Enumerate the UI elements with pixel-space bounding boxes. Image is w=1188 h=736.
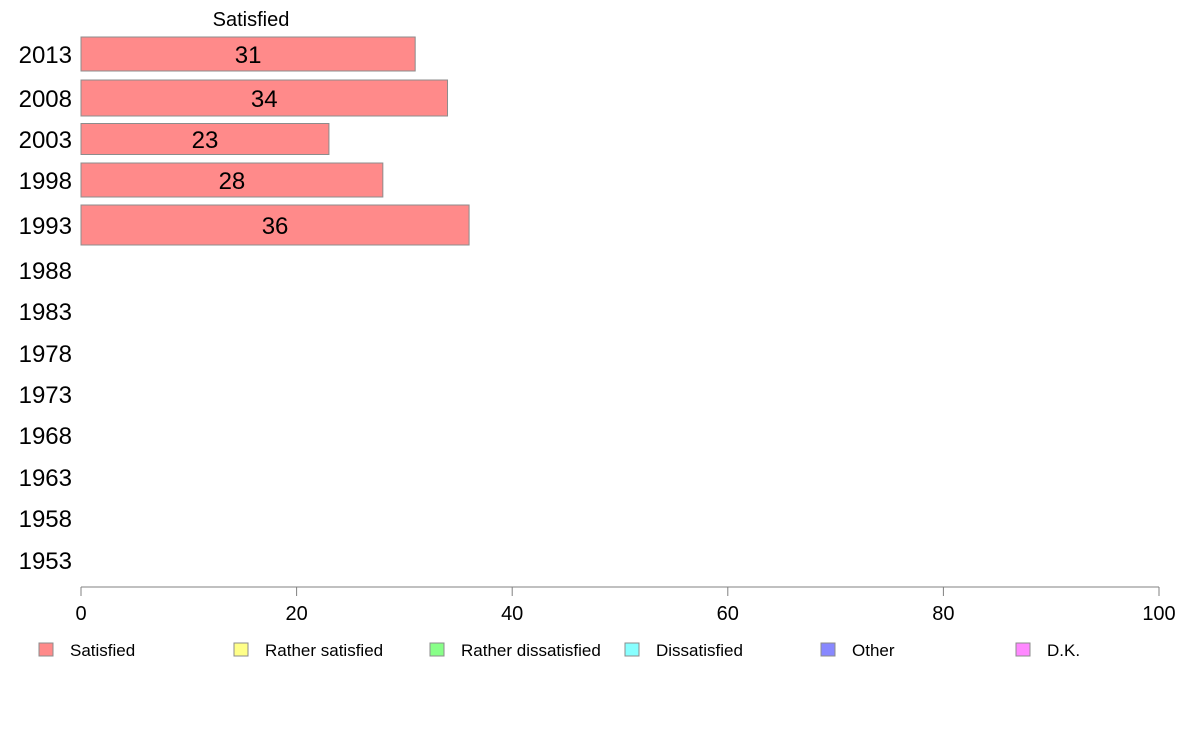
category-label-1953: 1953	[19, 548, 72, 575]
x-tick-label-0: 0	[75, 603, 86, 625]
bar-2013	[80, 36, 416, 72]
category-label-1998: 1998	[19, 168, 72, 195]
category-axis: 2013 2008 2003 1998 1993 1988 1983 1978 1973 1968…	[19, 42, 72, 575]
bar-value-label-2013: 31	[235, 42, 262, 69]
bar-1998	[80, 162, 384, 198]
bar-value-label-2008: 34	[251, 86, 278, 113]
x-tick-label-20: 20	[285, 603, 307, 625]
legend-swatch-2	[233, 642, 249, 657]
category-label-2013: 2013	[19, 42, 72, 69]
x-tick-label-40: 40	[501, 603, 523, 625]
category-label-1983: 1983	[19, 299, 72, 326]
legend-label-6: D.K.	[1047, 641, 1080, 660]
legend: Satisfied Rather satisfied Rather dissatis…	[38, 641, 1080, 660]
legend-swatch-1	[38, 642, 54, 657]
category-label-1993: 1993	[19, 213, 72, 240]
x-tick-label-80: 80	[932, 603, 954, 625]
category-label-2008: 2008	[19, 86, 72, 113]
category-label-1978: 1978	[19, 341, 72, 368]
bar-value-label-1998: 28	[219, 168, 246, 195]
category-label-1988: 1988	[19, 258, 72, 285]
category-label-1958: 1958	[19, 506, 72, 533]
category-label-1968: 1968	[19, 423, 72, 450]
bar-value-label-1993: 36	[262, 213, 289, 240]
legend-label-1: Satisfied	[70, 641, 135, 660]
legend-swatch-5	[820, 642, 836, 657]
bar-2008	[80, 79, 449, 117]
bar-value-label-2003: 23	[192, 127, 219, 154]
legend-label-3: Rather dissatisfied	[461, 641, 601, 660]
series-header-label: Satisfied	[213, 9, 290, 31]
legend-swatch-6	[1015, 642, 1031, 657]
legend-label-4: Dissatisfied	[656, 641, 743, 660]
category-label-2003: 2003	[19, 127, 72, 154]
category-label-1963: 1963	[19, 465, 72, 492]
bar-1993	[80, 204, 470, 246]
legend-swatch-3	[429, 642, 445, 657]
x-tick-label-100: 100	[1142, 603, 1175, 625]
x-tick-label-60: 60	[717, 603, 739, 625]
legend-label-2: Rather satisfied	[265, 641, 383, 660]
bar-2003	[80, 123, 330, 155]
x-axis: 0 20 40 60 80 100	[75, 586, 1176, 625]
legend-label-5: Other	[852, 641, 895, 660]
category-label-1973: 1973	[19, 382, 72, 409]
legend-swatch-4	[624, 642, 640, 657]
